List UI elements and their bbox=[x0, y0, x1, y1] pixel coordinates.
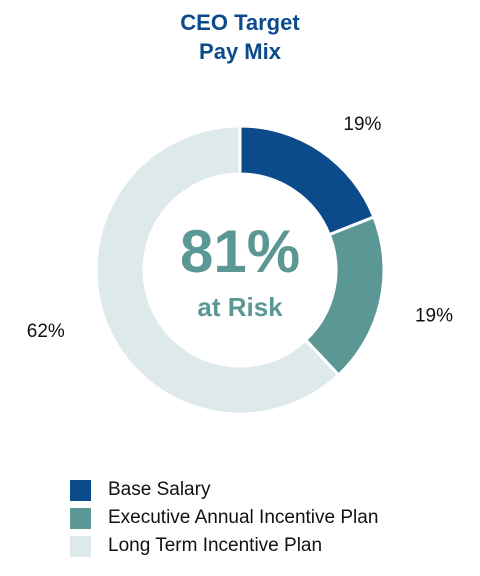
legend-item-long-term-incentive-plan: Long Term Incentive Plan bbox=[70, 532, 378, 560]
chart-title-line-1: CEO Target bbox=[180, 10, 300, 35]
donut-slices bbox=[94, 124, 386, 416]
legend-swatch-base-salary bbox=[70, 479, 91, 501]
center-value: 81% bbox=[180, 218, 300, 285]
legend-label-long-term-incentive-plan: Long Term Incentive Plan bbox=[108, 535, 323, 556]
value-label-long-term-incentive-plan: 62% bbox=[27, 321, 65, 342]
legend-swatch-long-term-incentive-plan bbox=[70, 535, 91, 557]
value-label-executive-annual-incentive-plan: 19% bbox=[415, 306, 453, 327]
legend-label-base-salary: Base Salary bbox=[108, 479, 211, 500]
center-label: at Risk bbox=[197, 292, 283, 322]
legend-label-executive-annual-incentive-plan: Executive Annual Incentive Plan bbox=[108, 507, 379, 528]
value-label-base-salary: 19% bbox=[343, 114, 381, 135]
chart-legend: Base Salary Executive Annual Incentive P… bbox=[70, 476, 378, 560]
legend-item-executive-annual-incentive-plan: Executive Annual Incentive Plan bbox=[70, 504, 378, 532]
value-labels: 19% 19% 62% bbox=[27, 114, 453, 342]
chart-title: CEO Target Pay Mix bbox=[0, 8, 480, 66]
legend-swatch-executive-annual-incentive-plan bbox=[70, 507, 91, 529]
slice-long-term-incentive-plan bbox=[94, 124, 341, 416]
chart-title-line-2: Pay Mix bbox=[199, 39, 281, 64]
legend-item-base-salary: Base Salary bbox=[70, 476, 378, 504]
